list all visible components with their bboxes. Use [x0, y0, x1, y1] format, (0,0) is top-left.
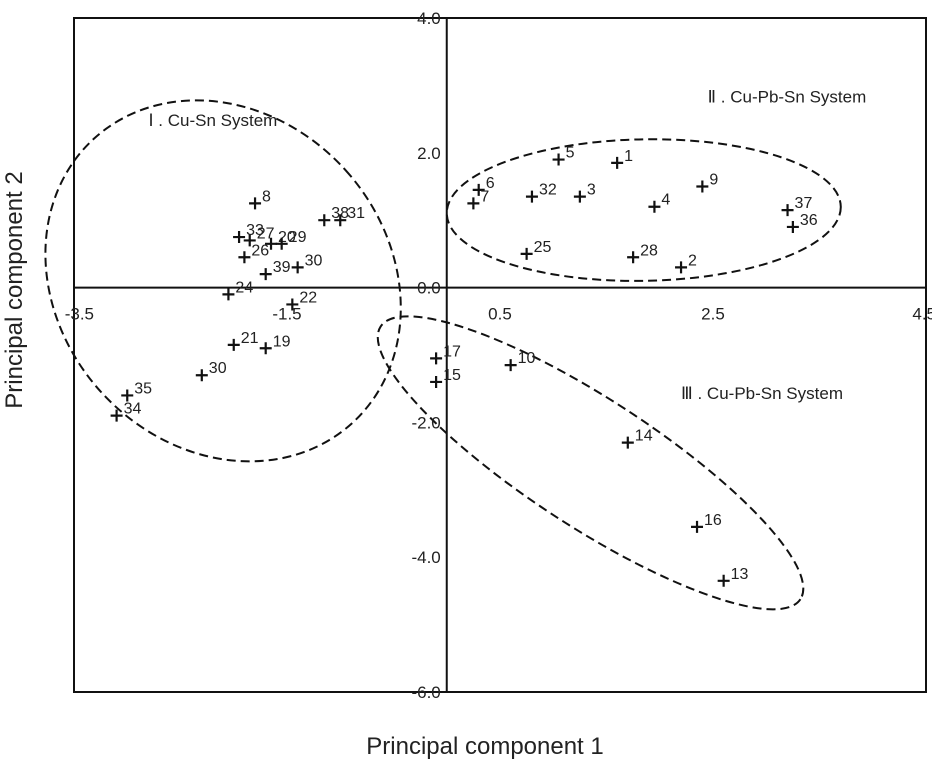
- point-label: 31: [347, 205, 365, 222]
- point-label: 13: [731, 566, 749, 583]
- point-label: 16: [704, 512, 722, 529]
- group-label-2: Ⅱ . Cu-Pb-Sn System: [708, 87, 867, 106]
- y-tick-label: -2.0: [411, 413, 440, 432]
- point-marker: [467, 197, 479, 209]
- point-label: 15: [443, 367, 461, 384]
- point-label: 37: [795, 195, 813, 212]
- x-tick-label: 0.5: [488, 305, 512, 324]
- y-tick-label: -6.0: [411, 683, 440, 702]
- point-label: 26: [251, 242, 269, 259]
- point-label: 8: [262, 188, 271, 205]
- point-label: 2: [688, 252, 697, 269]
- point-marker: [574, 191, 586, 203]
- y-tick-label: 2.0: [417, 144, 441, 163]
- point-label: 30: [209, 360, 227, 377]
- point-marker: [238, 251, 250, 263]
- point-label: 9: [709, 172, 718, 189]
- point-marker: [430, 352, 442, 364]
- point-label: 14: [635, 428, 653, 445]
- point-marker: [430, 376, 442, 388]
- point-marker: [121, 389, 133, 401]
- point-marker: [292, 261, 304, 273]
- point-label: 39: [273, 259, 291, 276]
- point-label: 25: [534, 239, 552, 256]
- point-marker: [318, 214, 330, 226]
- y-tick-label: -4.0: [411, 548, 440, 567]
- point-label: 17: [443, 343, 461, 360]
- group-ellipse-3: [346, 273, 836, 653]
- x-axis-title: Principal component 1: [366, 733, 603, 760]
- point-marker: [782, 204, 794, 216]
- point-label: 10: [518, 350, 536, 367]
- point-marker: [526, 191, 538, 203]
- point-label: 36: [800, 212, 818, 229]
- point-marker: [196, 369, 208, 381]
- point-label: 24: [235, 279, 253, 296]
- y-tick-label: 4.0: [417, 9, 441, 28]
- point-label: 34: [124, 401, 142, 418]
- point-label: 32: [539, 182, 557, 199]
- point-label: 22: [299, 289, 317, 306]
- point-marker: [260, 268, 272, 280]
- group-label-3: Ⅲ . Cu-Pb-Sn System: [681, 384, 843, 403]
- point-label: 7: [480, 188, 489, 205]
- point-label: 29: [289, 229, 307, 246]
- point-marker: [249, 197, 261, 209]
- point-label: 4: [661, 192, 670, 209]
- point-label: 19: [273, 333, 291, 350]
- point-marker: [691, 521, 703, 533]
- y-tick-label: 0.0: [417, 279, 441, 298]
- point-marker: [228, 339, 240, 351]
- x-tick-label: 4.5: [912, 305, 932, 324]
- point-label: 30: [305, 252, 323, 269]
- point-marker: [222, 288, 234, 300]
- point-marker: [787, 221, 799, 233]
- point-marker: [696, 181, 708, 193]
- point-marker: [553, 154, 565, 166]
- point-marker: [627, 251, 639, 263]
- point-label: 3: [587, 182, 596, 199]
- point-label: 33: [246, 222, 264, 239]
- point-marker: [611, 157, 623, 169]
- point-marker: [233, 231, 245, 243]
- point-marker: [648, 201, 660, 213]
- x-tick-label: 2.5: [701, 305, 725, 324]
- x-tick-label: -3.5: [65, 305, 94, 324]
- point-label: 35: [134, 380, 152, 397]
- point-marker: [260, 342, 272, 354]
- point-marker: [505, 359, 517, 371]
- point-label: 21: [241, 330, 259, 347]
- point-label: 28: [640, 242, 658, 259]
- group-label-1: Ⅰ . Cu-Sn System: [149, 111, 278, 130]
- data-points: 1234567891013141516171920212224252627282…: [111, 145, 818, 587]
- point-marker: [675, 261, 687, 273]
- point-label: 38: [331, 205, 349, 222]
- point-label: 1: [624, 148, 633, 165]
- point-marker: [622, 437, 634, 449]
- point-marker: [521, 248, 533, 260]
- point-label: 5: [566, 145, 575, 162]
- x-tick-label: -1.5: [272, 305, 301, 324]
- point-marker: [718, 575, 730, 587]
- y-axis-title: Principal component 2: [1, 171, 28, 408]
